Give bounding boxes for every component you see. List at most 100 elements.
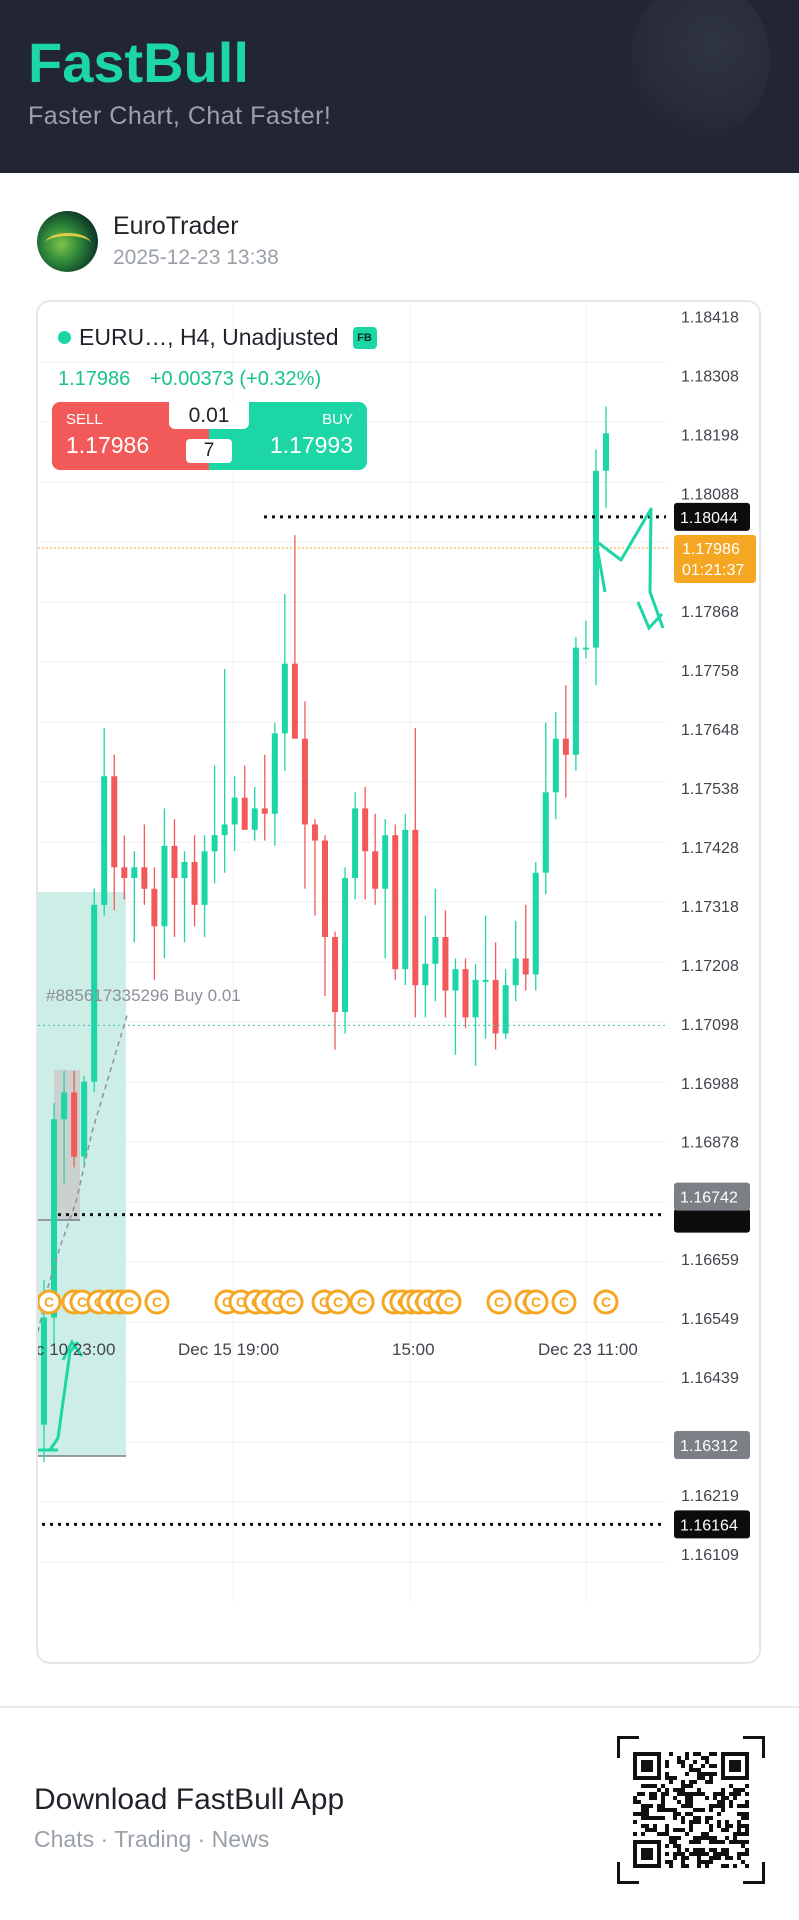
candle-body[interactable] (91, 904, 98, 1082)
qr-module (705, 1772, 709, 1776)
level-tag-bg[interactable] (674, 1182, 750, 1211)
candle-body[interactable] (161, 845, 168, 927)
event-coin-icon[interactable] (325, 1289, 351, 1315)
level-tag-bg[interactable] (674, 1510, 750, 1539)
qr-module (653, 1816, 657, 1820)
chart-card[interactable]: 1.18418 1.18308 1.18198 1.18088 1.17868 1.177… (36, 300, 761, 1664)
candle-body[interactable] (402, 829, 409, 970)
candle-body[interactable] (211, 835, 218, 852)
candle-body[interactable] (592, 470, 599, 648)
candle-body[interactable] (51, 1119, 58, 1318)
candle-body[interactable] (171, 845, 178, 879)
candle-body[interactable] (231, 797, 238, 825)
candle-body[interactable] (111, 776, 118, 868)
buy-button[interactable]: BUY 1.17993 (209, 402, 367, 470)
quantity-input[interactable]: 0.01 (169, 402, 249, 429)
username[interactable]: EuroTrader (113, 212, 239, 240)
candle-body[interactable] (362, 808, 369, 852)
candle-body[interactable] (261, 808, 268, 814)
candle-body[interactable] (251, 808, 258, 830)
download-title[interactable]: Download FastBull App (34, 1783, 345, 1816)
candle-body[interactable] (522, 958, 529, 975)
spread-stepper[interactable]: 7 (186, 439, 232, 463)
candle-body[interactable] (81, 1081, 88, 1157)
candle-body[interactable] (432, 937, 439, 964)
event-coin-icon[interactable] (551, 1289, 577, 1315)
candle-body[interactable] (412, 829, 419, 986)
candle-body[interactable] (582, 647, 589, 650)
candle-body[interactable] (552, 738, 559, 793)
event-coin-icon[interactable] (593, 1289, 619, 1315)
candle-body[interactable] (603, 433, 609, 471)
candle-body[interactable] (352, 808, 359, 879)
candle-body[interactable] (201, 851, 208, 905)
candle-body[interactable] (392, 835, 399, 970)
candle-body[interactable] (512, 958, 519, 986)
candle-body[interactable] (382, 835, 389, 889)
candle-body[interactable] (281, 663, 288, 734)
candle-body[interactable] (332, 937, 339, 1013)
candle-body[interactable] (141, 867, 148, 889)
fb-badge-icon: FB (352, 326, 377, 349)
qr-module (705, 1836, 709, 1840)
qr-module (717, 1804, 721, 1808)
candle-body[interactable] (442, 937, 449, 991)
candlestick-chart[interactable]: 1.18418 1.18308 1.18198 1.18088 1.17868 1.177… (38, 302, 761, 1664)
candle-body[interactable] (532, 872, 539, 975)
event-coin-icon[interactable] (116, 1289, 142, 1315)
order-label[interactable]: #885617335296 Buy 0.01 (46, 986, 241, 1005)
qr-module (657, 1808, 661, 1812)
candle-body[interactable] (342, 878, 349, 1013)
candle-body[interactable] (271, 733, 278, 814)
projection-arrow[interactable] (594, 507, 665, 629)
candle-body[interactable] (61, 1092, 68, 1120)
candle-body[interactable] (191, 861, 198, 905)
qr-module (741, 1804, 745, 1808)
candle-body[interactable] (241, 797, 248, 830)
level-tag-bg[interactable] (674, 1431, 750, 1460)
candle-body[interactable] (101, 776, 108, 905)
qr-finder (641, 1848, 653, 1860)
candle-body[interactable] (422, 963, 429, 986)
candle-body[interactable] (221, 824, 228, 836)
moon-decoration (630, 0, 770, 140)
candle-body[interactable] (492, 979, 499, 1034)
candle-body[interactable] (482, 979, 489, 982)
event-coin-icon[interactable] (278, 1289, 304, 1315)
candle-body[interactable] (151, 888, 158, 927)
avatar[interactable] (37, 211, 98, 272)
candle-body[interactable] (372, 851, 379, 889)
event-coin-icon[interactable] (144, 1289, 170, 1315)
candle-body[interactable] (121, 867, 128, 879)
event-coin-icon[interactable] (436, 1289, 462, 1315)
current-price-tag-bg[interactable] (674, 534, 756, 583)
level-tag-bg[interactable] (674, 502, 750, 531)
qr-module (737, 1820, 741, 1824)
candle-body[interactable] (542, 792, 549, 873)
symbol-header[interactable]: EURU… , H4, Unadjusted FB (58, 324, 377, 351)
candle-body[interactable] (572, 647, 579, 755)
candle-body[interactable] (322, 840, 328, 937)
level-tag-bg[interactable] (674, 1208, 750, 1233)
candle-body[interactable] (291, 663, 298, 739)
qr-module (641, 1816, 645, 1820)
event-coin-icon[interactable] (523, 1289, 549, 1315)
qr-module (685, 1784, 689, 1788)
qr-code-icon[interactable] (617, 1736, 765, 1884)
candle-body[interactable] (472, 979, 479, 1018)
candle-body[interactable] (502, 985, 509, 1034)
candle-body[interactable] (41, 1317, 47, 1425)
candle-body[interactable] (311, 824, 318, 841)
symbol-name[interactable]: EURU… (79, 324, 168, 350)
candle-body[interactable] (181, 861, 188, 879)
event-coin-icon[interactable] (38, 1289, 62, 1315)
candle-body[interactable] (301, 738, 308, 825)
candle-body[interactable] (131, 867, 138, 879)
qr-module (641, 1804, 645, 1808)
candle-body[interactable] (71, 1092, 78, 1157)
candle-body[interactable] (452, 969, 459, 991)
event-coin-icon[interactable] (486, 1289, 512, 1315)
candle-body[interactable] (462, 969, 469, 1018)
event-coin-icon[interactable] (349, 1289, 375, 1315)
candle-body[interactable] (562, 738, 569, 755)
